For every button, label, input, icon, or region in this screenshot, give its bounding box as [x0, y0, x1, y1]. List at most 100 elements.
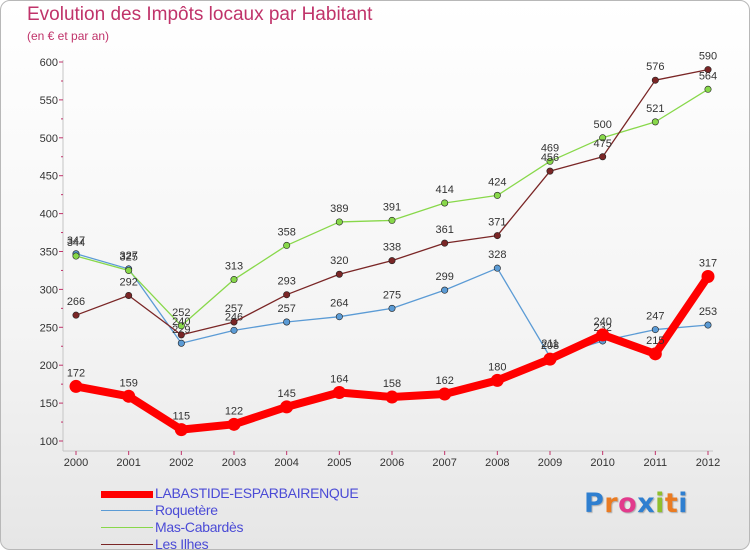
- data-point: [283, 291, 291, 299]
- x-tick-label: 2000: [64, 457, 88, 469]
- data-point: [332, 385, 346, 399]
- y-tick-label: 550: [40, 95, 58, 107]
- data-label: 215: [646, 335, 664, 347]
- data-point: [441, 286, 449, 294]
- data-point: [701, 270, 715, 284]
- logo-letter: x: [637, 488, 656, 519]
- data-label: 328: [488, 249, 506, 261]
- data-label: 257: [225, 303, 243, 315]
- y-tick-label: 400: [40, 209, 58, 221]
- data-label: 317: [699, 258, 717, 270]
- data-label: 521: [646, 103, 664, 115]
- x-tick-label: 2007: [432, 457, 456, 469]
- data-point: [599, 153, 607, 161]
- data-label: 338: [383, 242, 401, 254]
- logo-letter: t: [664, 488, 679, 519]
- data-point: [230, 318, 238, 326]
- data-label: 313: [225, 261, 243, 273]
- data-point: [227, 417, 241, 431]
- data-point: [648, 347, 662, 361]
- data-label: 358: [277, 226, 295, 238]
- data-label: 240: [172, 316, 190, 328]
- data-point: [704, 66, 712, 74]
- data-label: 266: [67, 296, 85, 308]
- data-point: [335, 313, 343, 321]
- logo-letter: o: [618, 488, 638, 519]
- data-point: [177, 331, 185, 339]
- data-point: [388, 216, 396, 224]
- data-point: [280, 400, 294, 414]
- data-point: [177, 322, 185, 330]
- data-label: 211: [541, 338, 559, 350]
- data-point: [283, 241, 291, 249]
- data-point: [704, 321, 712, 329]
- data-label: 115: [173, 411, 191, 423]
- legend-label: Les Ilhes: [155, 536, 209, 550]
- data-point: [543, 352, 557, 366]
- data-label: 391: [383, 201, 401, 213]
- chart-subtitle: (en € et par an): [27, 29, 110, 43]
- data-point: [388, 257, 396, 265]
- y-tick-label: 200: [40, 360, 58, 372]
- data-point: [651, 76, 659, 84]
- data-point: [546, 167, 554, 175]
- legend-label: LABASTIDE-ESPARBAIRENQUE: [155, 485, 359, 501]
- logo-letter: r: [604, 488, 619, 519]
- y-tick-label: 250: [40, 322, 58, 334]
- data-point: [125, 266, 133, 274]
- data-point: [174, 423, 188, 437]
- data-point: [125, 291, 133, 299]
- data-label: 158: [383, 378, 401, 390]
- legend-label: Roquetère: [155, 502, 218, 518]
- data-point: [72, 252, 80, 260]
- x-tick-label: 2009: [538, 457, 562, 469]
- legend-swatch: [101, 527, 153, 528]
- data-point: [438, 387, 452, 401]
- data-point: [283, 318, 291, 326]
- data-label: 164: [330, 373, 348, 385]
- data-label: 247: [646, 311, 664, 323]
- data-point: [651, 326, 659, 334]
- x-tick-label: 2004: [274, 457, 298, 469]
- data-label: 320: [330, 255, 348, 267]
- y-tick-label: 150: [40, 398, 58, 410]
- y-tick-label: 600: [40, 57, 58, 69]
- data-label: 122: [225, 405, 243, 417]
- logo-letter: i: [678, 488, 689, 519]
- data-label: 325: [119, 251, 137, 263]
- data-label: 564: [699, 70, 717, 82]
- data-point: [385, 390, 399, 404]
- data-point: [335, 218, 343, 226]
- data-label: 371: [488, 217, 506, 229]
- data-label: 159: [119, 377, 137, 389]
- data-point: [441, 199, 449, 207]
- data-point: [493, 264, 501, 272]
- x-tick-label: 2003: [222, 457, 246, 469]
- y-tick-label: 500: [40, 133, 58, 145]
- data-label: 240: [593, 316, 611, 328]
- data-label: 264: [330, 298, 348, 310]
- data-point: [388, 304, 396, 312]
- x-tick-label: 2010: [590, 457, 614, 469]
- data-label: 257: [277, 303, 295, 315]
- data-point: [651, 118, 659, 126]
- legend-swatch: [101, 510, 153, 511]
- data-point: [177, 339, 185, 347]
- data-point: [72, 311, 80, 319]
- data-label: 180: [488, 361, 506, 373]
- data-point: [122, 389, 136, 403]
- data-label: 424: [488, 176, 506, 188]
- data-label: 252: [172, 307, 190, 319]
- data-label: 500: [593, 119, 611, 131]
- data-point: [493, 191, 501, 199]
- x-tick-label: 2011: [644, 457, 668, 469]
- data-label: 253: [699, 306, 717, 318]
- data-label: 361: [435, 224, 453, 236]
- data-point: [230, 326, 238, 334]
- data-point: [69, 379, 83, 393]
- x-tick-label: 2002: [169, 457, 193, 469]
- x-tick-label: 2012: [696, 457, 720, 469]
- x-tick-label: 2001: [116, 457, 140, 469]
- data-label: 456: [541, 152, 559, 164]
